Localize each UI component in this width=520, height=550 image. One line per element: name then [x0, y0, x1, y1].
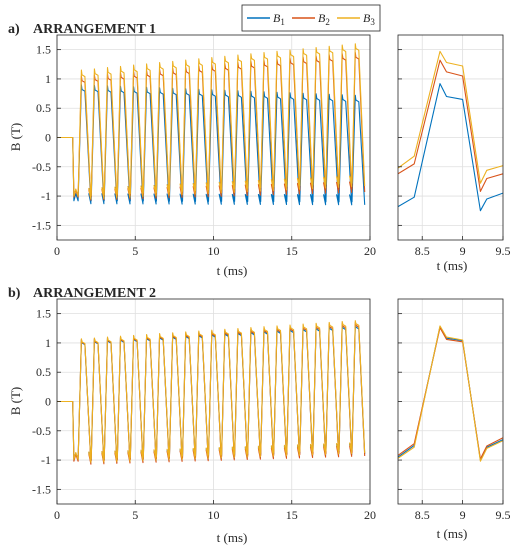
chart-b-main: 0 5 10 15 20 -1.5 -1 -0.5 0 0.5 1 1.5 — [32, 298, 376, 522]
legend-label-b1: B1 — [273, 11, 285, 27]
y-tick-label: 1 — [45, 72, 51, 86]
x-tick-label: 9 — [460, 244, 466, 258]
y-tick-label: 0.5 — [36, 101, 51, 115]
x-tick-label: 5 — [132, 244, 138, 258]
series-line-b3 — [57, 320, 366, 463]
x-tick-label: 10 — [208, 508, 220, 522]
y-tick-label: -0.5 — [32, 424, 51, 438]
x-tick-label: 0 — [54, 508, 60, 522]
legend-label-b2: B2 — [318, 11, 330, 27]
x-tick-label: 8.5 — [415, 508, 430, 522]
x-tick-label: 9 — [460, 508, 466, 522]
series-group — [398, 50, 503, 212]
y-tick-label: 0.5 — [36, 365, 51, 379]
x-axis-label-b: t (ms) — [217, 530, 248, 545]
x-tick-label: 20 — [364, 508, 376, 522]
y-tick-label: -1 — [41, 189, 51, 203]
panel-a-title: ARRANGEMENT 1 — [33, 22, 156, 37]
series-group — [57, 43, 366, 206]
y-tick-label: -0.5 — [32, 160, 51, 174]
y-tick-label: 1.5 — [36, 307, 51, 321]
chart-b-zoom: 8.5 9 9.5 — [397, 298, 511, 522]
y-axis-label-a: B (T) — [8, 123, 23, 152]
panel-b-label: b) — [8, 286, 21, 301]
series-line-b2 — [398, 59, 503, 192]
series-line-b3 — [398, 50, 503, 184]
x-tick-label: 15 — [286, 508, 298, 522]
x-tick-label: 5 — [132, 508, 138, 522]
x-tick-label: 9.5 — [496, 508, 511, 522]
x-axis-label-a-zoom: t (ms) — [437, 258, 468, 273]
series-line-b3 — [398, 325, 503, 462]
y-tick-label: 1 — [45, 336, 51, 350]
y-tick-label: 0 — [45, 395, 51, 409]
panel-a-label: a) — [8, 22, 20, 37]
y-axis-label-b: B (T) — [8, 387, 23, 416]
chart-a-main: 0 5 10 15 20 -1.5 -1 -0.5 0 0.5 1 1.5 — [32, 34, 376, 258]
legend-label-b3: B3 — [363, 11, 375, 27]
y-tick-label: -1.5 — [32, 482, 51, 496]
y-tick-label: 1.5 — [36, 43, 51, 57]
x-tick-label: 10 — [208, 244, 220, 258]
y-tick-label: -1 — [41, 453, 51, 467]
x-tick-label: 8.5 — [415, 244, 430, 258]
series-line-b1 — [398, 83, 503, 212]
x-tick-label: 9.5 — [496, 244, 511, 258]
y-tick-label: 0 — [45, 131, 51, 145]
series-group — [398, 325, 503, 462]
x-tick-label: 0 — [54, 244, 60, 258]
series-line-b3 — [57, 43, 366, 200]
x-axis-label-b-zoom: t (ms) — [437, 526, 468, 541]
x-axis-label-a: t (ms) — [217, 263, 248, 278]
x-tick-label: 15 — [286, 244, 298, 258]
series-group — [57, 320, 366, 465]
y-tick-label: -1.5 — [32, 218, 51, 232]
x-tick-label: 20 — [364, 244, 376, 258]
chart-a-zoom: 8.5 9 9.5 — [397, 34, 511, 258]
panel-b-title: ARRANGEMENT 2 — [33, 286, 156, 301]
legend: B1 B2 B3 — [241, 4, 381, 32]
